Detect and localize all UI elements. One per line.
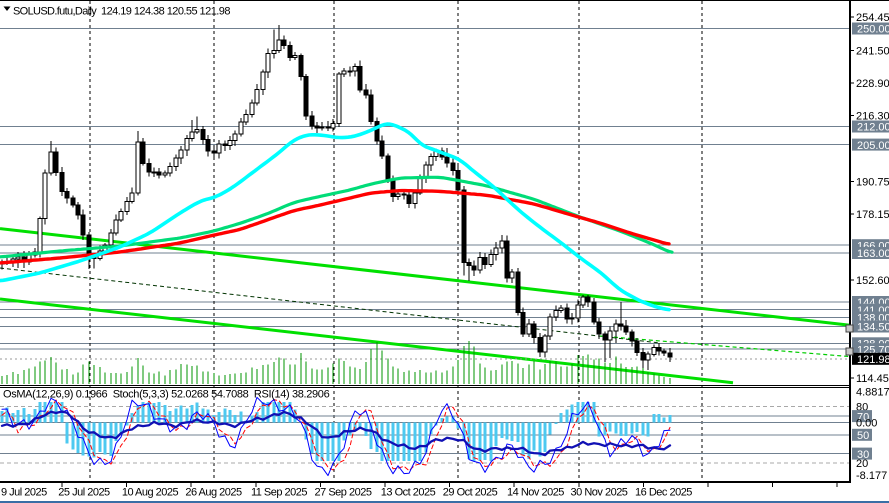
svg-text:30: 30: [857, 449, 869, 461]
svg-text:121.98: 121.98: [857, 354, 889, 366]
svg-text:152.60: 152.60: [856, 275, 889, 287]
svg-text:27 Sep 2025: 27 Sep 2025: [315, 487, 372, 499]
svg-text:10 Aug 2025: 10 Aug 2025: [122, 487, 179, 499]
svg-text:134.50: 134.50: [857, 322, 889, 334]
svg-text:254.45: 254.45: [856, 12, 889, 24]
svg-text:190.75: 190.75: [856, 176, 889, 188]
svg-text:26 Aug 2025: 26 Aug 2025: [185, 487, 242, 499]
svg-text:241.50: 241.50: [856, 45, 889, 57]
svg-text:11 Sep 2025: 11 Sep 2025: [251, 487, 307, 499]
svg-text:4.8817: 4.8817: [856, 387, 889, 399]
svg-text:9 Jul 2025: 9 Jul 2025: [1, 487, 47, 499]
svg-text:216.30: 216.30: [856, 110, 889, 122]
svg-text:50: 50: [857, 430, 869, 442]
svg-text:178.15: 178.15: [856, 209, 889, 221]
svg-text:205.00: 205.00: [857, 140, 889, 152]
svg-text:212.00: 212.00: [857, 122, 889, 134]
svg-text:13 Oct 2025: 13 Oct 2025: [381, 487, 436, 499]
svg-text:20: 20: [856, 458, 868, 470]
svg-text:SOLUSD.futu,Daily: SOLUSD.futu,Daily: [13, 6, 97, 18]
svg-text:30 Nov 2025: 30 Nov 2025: [571, 487, 628, 499]
svg-text:124.19 124.38 120.55 121.98: 124.19 124.38 120.55 121.98: [101, 6, 230, 18]
svg-text:163.00: 163.00: [857, 248, 889, 260]
svg-text:29 Oct 2025: 29 Oct 2025: [443, 487, 498, 499]
svg-text:-8.177: -8.177: [856, 470, 887, 482]
svg-text:OsMA(12,26,9) 0.1966 Stoch(5,: OsMA(12,26,9) 0.1966 Stoch(5,3,3) 52.026…: [3, 389, 330, 401]
svg-text:14 Nov 2025: 14 Nov 2025: [507, 487, 564, 499]
svg-text:70: 70: [857, 411, 869, 423]
svg-text:228.90: 228.90: [856, 78, 889, 90]
svg-text:0.00: 0.00: [856, 418, 877, 430]
svg-text:16 Dec 2025: 16 Dec 2025: [635, 487, 692, 499]
svg-text:25 Jul 2025: 25 Jul 2025: [58, 487, 110, 499]
svg-text:250.00: 250.00: [857, 24, 889, 36]
svg-text:114.45: 114.45: [856, 373, 889, 385]
